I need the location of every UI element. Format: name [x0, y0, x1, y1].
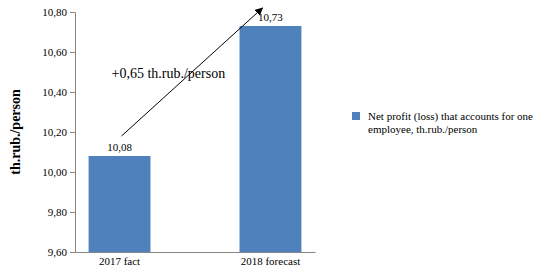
- y-tick-mark: [70, 132, 75, 133]
- bar: [89, 156, 151, 252]
- y-axis: 9,60 9,80 10,00 10,20 10,40 10,60 10,80: [42, 6, 75, 258]
- chart: 9,60 9,80 10,00 10,20 10,40 10,60 10,80 2017 fa…: [0, 0, 543, 273]
- y-tick: 9,60: [48, 246, 75, 258]
- y-tick: 9,80: [48, 206, 75, 218]
- x-tick-label: 2018 forecast: [241, 255, 301, 267]
- y-axis-title: th.rub./person: [8, 89, 23, 175]
- y-tick-label: 10,60: [42, 46, 67, 58]
- y-tick-mark: [70, 92, 75, 93]
- y-tick-mark: [70, 252, 75, 253]
- x-axis-line: [76, 252, 316, 253]
- y-tick-mark: [70, 212, 75, 213]
- data-label: 10,08: [107, 141, 132, 153]
- y-tick-label: 10,80: [42, 6, 67, 18]
- y-tick-label: 10,40: [42, 86, 67, 98]
- legend-label: Net profit (loss) that accounts for one …: [368, 110, 536, 135]
- y-tick-label: 9,80: [48, 206, 68, 218]
- y-axis-line: [70, 13, 76, 253]
- legend-swatch: [352, 112, 360, 120]
- bar: [240, 26, 302, 252]
- y-tick-mark: [70, 52, 75, 53]
- x-tick: 2018 forecast: [241, 252, 301, 267]
- bars: [89, 26, 302, 252]
- y-tick-label: 10,20: [42, 126, 67, 138]
- y-tick-mark: [70, 12, 75, 13]
- y-tick: 10,40: [42, 86, 75, 98]
- y-tick-label: 9,60: [48, 246, 68, 258]
- x-tick: 2017 fact: [99, 252, 140, 267]
- x-axis: 2017 fact 2018 forecast: [76, 252, 316, 267]
- annotation: +0,65 th.rub./person: [112, 66, 226, 81]
- data-label: 10,73: [258, 11, 283, 23]
- y-tick-mark: [70, 172, 75, 173]
- y-tick: 10,00: [42, 166, 75, 178]
- y-tick-label: 10,00: [42, 166, 67, 178]
- y-tick: 10,60: [42, 46, 75, 58]
- legend: Net profit (loss) that accounts for one …: [352, 110, 536, 135]
- y-tick: 10,80: [42, 6, 75, 18]
- x-tick-label: 2017 fact: [99, 255, 140, 267]
- y-tick: 10,20: [42, 126, 75, 138]
- data-labels: 10,08 10,73: [107, 11, 283, 153]
